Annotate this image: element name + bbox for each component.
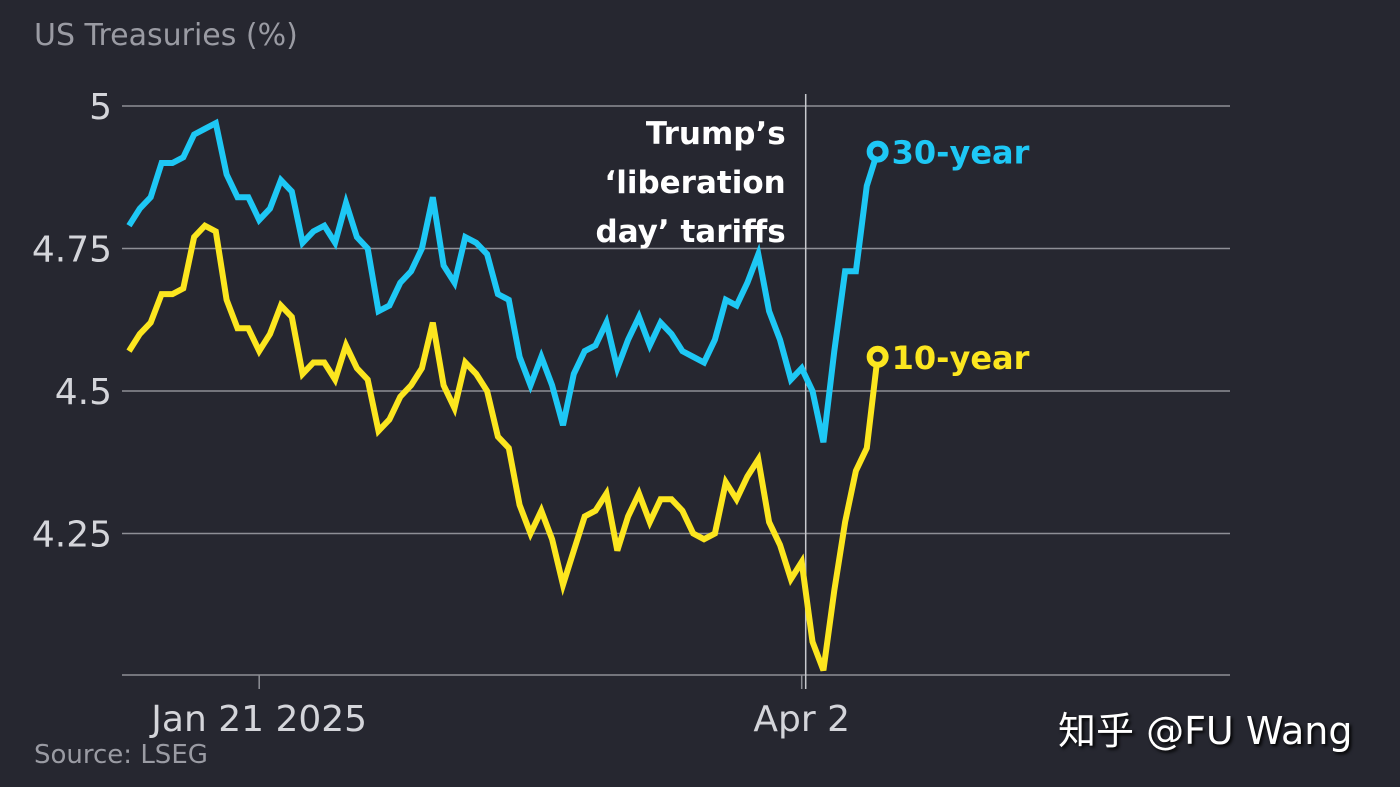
series-line-30-year (126, 118, 881, 443)
series-line-10-year (126, 221, 881, 672)
source-note: Source: LSEG (34, 740, 208, 770)
end-marker-10-year (866, 345, 889, 368)
gridlines (122, 105, 1230, 535)
annotation-text: ‘liberation (604, 165, 785, 201)
y-tick-label: 4.5 (55, 372, 112, 413)
x-tick-label: Jan 21 2025 (149, 699, 367, 740)
y-tick-label: 4.25 (32, 515, 112, 556)
x-axis: Jan 21 2025 Apr 2 (122, 674, 1230, 740)
series-lines: 30-year 10-year (126, 118, 1030, 672)
chart-title: US Treasuries (%) (34, 18, 298, 53)
end-marker-30-year (866, 140, 889, 163)
y-tick-label: 4.75 (32, 230, 112, 271)
annotation-text: day’ tariffs (596, 214, 786, 250)
x-tick-label: Apr 2 (753, 699, 850, 740)
series-label-30-year: 30-year (892, 134, 1030, 172)
y-axis-ticks: 5 4.75 4.5 4.25 (32, 87, 112, 556)
series-label-10-year: 10-year (892, 339, 1030, 377)
annotation: Trump’s ‘liberation day’ tariffs (596, 94, 807, 689)
y-tick-label: 5 (89, 87, 112, 128)
watermark: 知乎 @FU Wang (1058, 709, 1353, 753)
annotation-text: Trump’s (646, 116, 786, 152)
